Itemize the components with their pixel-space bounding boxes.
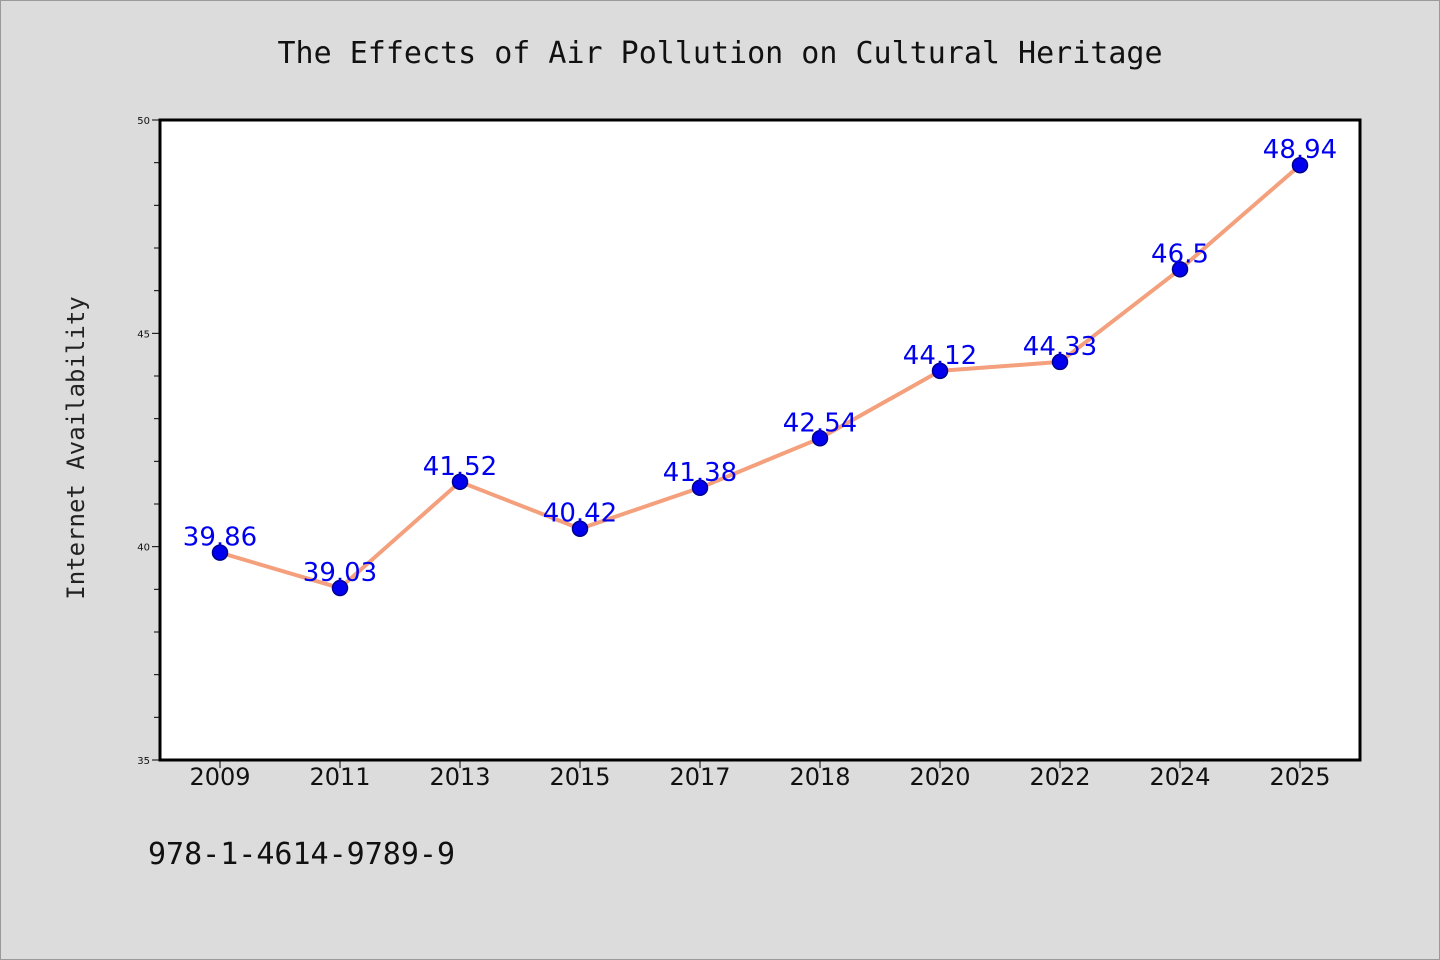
data-label: 44.33 (1023, 332, 1097, 362)
x-tick-label: 2020 (909, 763, 970, 791)
y-axis-label: Internet Availability (62, 296, 90, 599)
data-point (931, 362, 949, 380)
data-point (691, 479, 709, 497)
x-tick-label: 2009 (189, 763, 250, 791)
x-tick-label: 2015 (549, 763, 610, 791)
x-axis: 2009 2011 2013 2015 2017 2018 2020 2022 2024 2025 (189, 760, 1331, 791)
data-point (571, 520, 589, 537)
data-label: 46.5 (1151, 239, 1209, 269)
x-tick-label: 2013 (429, 763, 490, 791)
data-label: 41.38 (663, 458, 737, 488)
data-labels: 39.86 39.03 41.52 40.42 41.38 42.54 44.12 44.33… (183, 135, 1337, 588)
plot-frame (158, 118, 1362, 762)
y-tick-label: 40 (137, 543, 150, 554)
y-tick-label: 50 (137, 116, 150, 127)
data-point (211, 544, 229, 561)
data-label: 39.03 (303, 558, 377, 588)
series-line (219, 163, 1302, 591)
y-axis: 35 40 45 50 (137, 116, 160, 767)
data-label: 41.52 (423, 452, 497, 482)
chart-title: The Effects of Air Pollution on Cultural… (277, 36, 1162, 71)
data-label: 39.86 (183, 523, 257, 553)
data-label: 42.54 (783, 408, 857, 438)
data-point (331, 579, 349, 597)
y-tick-label: 35 (137, 756, 150, 767)
x-tick-label: 2024 (1149, 763, 1210, 791)
x-tick-label: 2011 (309, 763, 370, 791)
plot-area (160, 120, 1360, 760)
data-label: 48.94 (1263, 135, 1337, 165)
x-tick-label: 2017 (669, 763, 730, 791)
x-tick-label: 2025 (1269, 763, 1330, 791)
data-label: 40.42 (543, 499, 617, 529)
data-point (451, 473, 469, 491)
data-markers (211, 156, 1309, 597)
data-point (811, 430, 829, 447)
x-tick-label: 2022 (1029, 763, 1090, 791)
data-label: 44.12 (903, 341, 977, 371)
isbn-footer: 978-1-4614-9789-9 (148, 837, 455, 872)
data-point (1051, 353, 1069, 371)
y-tick-label: 45 (137, 329, 150, 340)
data-point (1291, 156, 1309, 174)
x-tick-label: 2018 (789, 763, 850, 791)
data-point (1171, 261, 1189, 278)
